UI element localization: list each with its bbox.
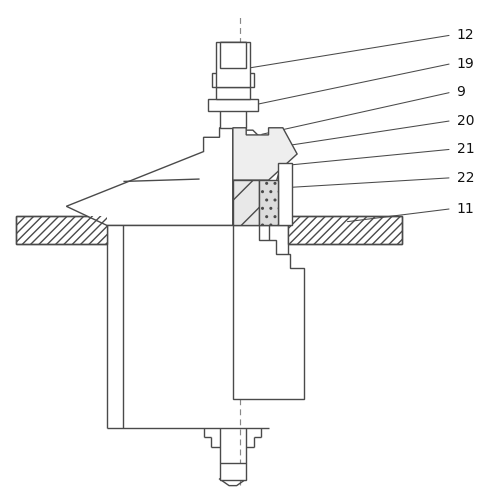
Bar [219, 42, 246, 128]
Text: 20: 20 [456, 114, 473, 128]
Text: 22: 22 [456, 171, 473, 185]
Text: 21: 21 [456, 142, 473, 156]
Bar [232, 180, 259, 225]
Bar [16, 216, 107, 244]
Bar [219, 463, 246, 480]
Text: 19: 19 [456, 56, 473, 70]
Bar [212, 73, 253, 88]
Bar [287, 216, 401, 244]
Bar [259, 180, 277, 225]
Bar [16, 216, 107, 244]
Polygon shape [66, 128, 232, 225]
Polygon shape [232, 130, 279, 225]
Text: 12: 12 [456, 28, 473, 42]
Bar [232, 180, 259, 225]
Text: 11: 11 [456, 202, 473, 216]
Bar [277, 163, 292, 225]
Bar [287, 216, 401, 244]
Polygon shape [232, 128, 297, 180]
Text: 9: 9 [456, 85, 465, 99]
Bar [216, 42, 249, 88]
Polygon shape [232, 225, 304, 399]
Bar [219, 42, 245, 68]
Bar [259, 180, 277, 225]
Bar [216, 88, 249, 99]
Bar [208, 99, 257, 111]
